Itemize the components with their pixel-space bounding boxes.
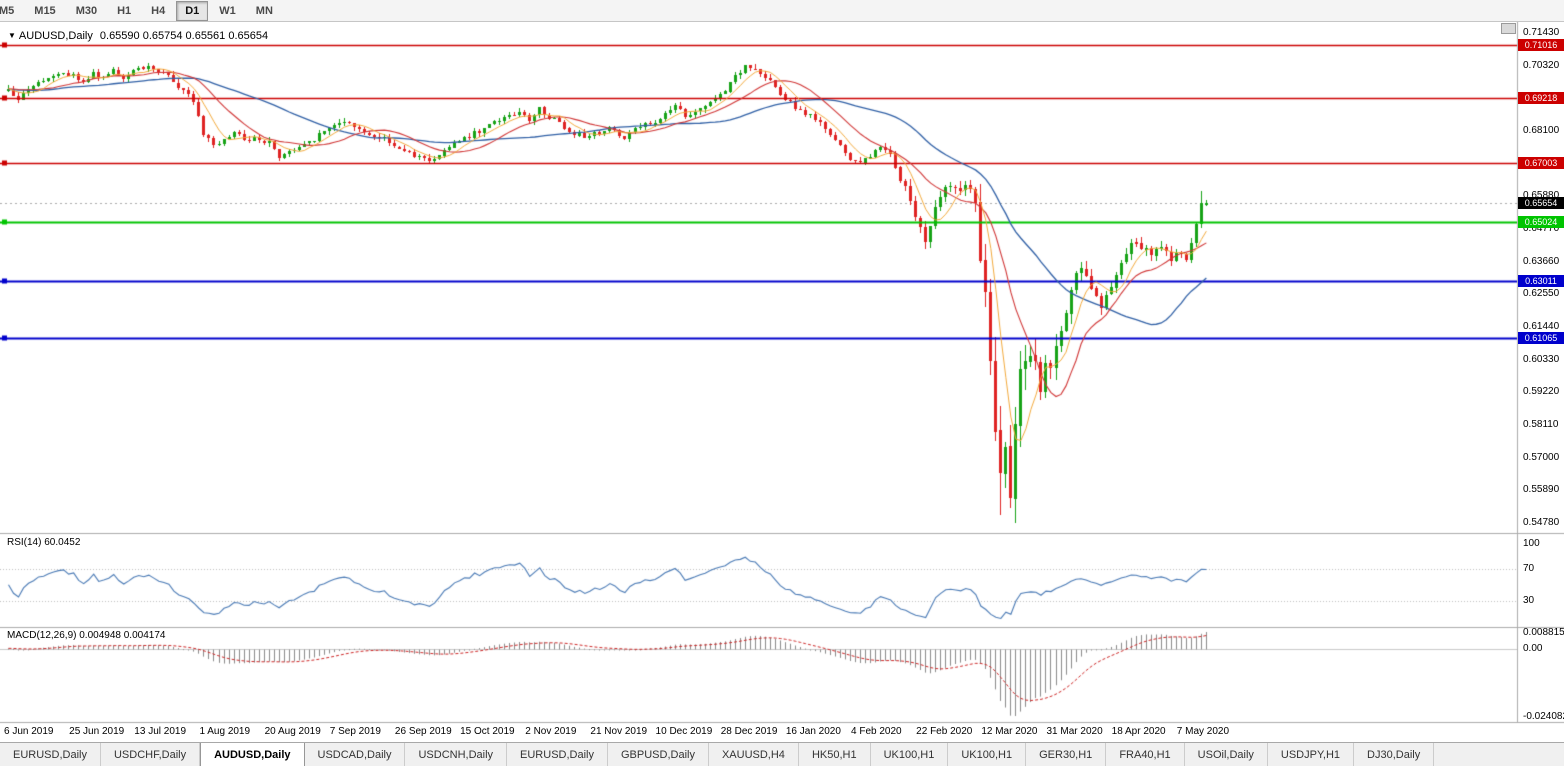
date-label: 16 Jan 2020 xyxy=(785,726,841,737)
chart-tab-usdcnh-daily[interactable]: USDCNH,Daily xyxy=(405,743,508,766)
date-label: 2 Nov 2019 xyxy=(525,726,577,737)
chart-symbol-period: AUDUSD,Daily xyxy=(18,30,93,42)
rsi-tick-label: 100 xyxy=(1523,538,1540,549)
hline-price-tag[interactable]: 0.63011 xyxy=(1518,274,1564,287)
chart-tab-hk50-h1[interactable]: HK50,H1 xyxy=(799,743,871,766)
price-tick-label: 0.63660 xyxy=(1523,255,1560,267)
price-tick-label: 0.70320 xyxy=(1523,59,1560,71)
timeframe-button-h1[interactable]: H1 xyxy=(117,4,132,17)
rsi-indicator-label: RSI(14) 60.0452 xyxy=(7,537,81,548)
chart-tab-audusd-daily[interactable]: AUDUSD,Daily xyxy=(200,743,305,766)
macd-indicator-label: MACD(12,26,9) 0.004948 0.004174 xyxy=(7,630,166,641)
chart-ohlc-values: 0.65590 0.65754 0.65561 0.65654 xyxy=(99,30,269,42)
chart-tab-eurusd-daily[interactable]: EURUSD,Daily xyxy=(507,743,608,766)
chart-scrollbar-thumb[interactable] xyxy=(1501,23,1516,34)
hline-price-tag[interactable]: 0.65024 xyxy=(1518,215,1564,228)
price-tick-label: 0.61440 xyxy=(1523,321,1560,332)
date-label: 20 Aug 2019 xyxy=(264,726,321,737)
price-tick-label: 0.60330 xyxy=(1523,353,1560,365)
date-label: 25 Jun 2019 xyxy=(69,726,125,737)
chart-tabs-bar: EURUSD,Daily USDCHF,Daily AUDUSD,Daily USDC… xyxy=(0,742,1564,766)
price-tick-label: 0.59220 xyxy=(1523,386,1560,398)
timeframe-button-d1[interactable]: D1 xyxy=(176,0,209,21)
hline-price-tag[interactable]: 0.67003 xyxy=(1518,157,1564,170)
hline-price-tag[interactable]: 0.61065 xyxy=(1518,332,1564,345)
chart-title: ▼ AUDUSD,Daily 0.65590 0.65754 0.65561 0.6… xyxy=(8,30,268,42)
price-tick-label: 0.62550 xyxy=(1523,288,1560,300)
date-label: 6 Jun 2019 xyxy=(4,726,54,737)
date-label: 7 Sep 2019 xyxy=(329,726,381,737)
chart-tab-usdcad-daily[interactable]: USDCAD,Daily xyxy=(305,743,406,766)
rsi-tick-label: 30 xyxy=(1523,595,1535,607)
chart-tab-gbpusd-daily[interactable]: GBPUSD,Daily xyxy=(608,743,709,766)
date-label: 10 Dec 2019 xyxy=(655,726,713,737)
hline-price-tag[interactable]: 0.69218 xyxy=(1518,92,1564,105)
timeframe-toolbar: M5 M15 M30 H1 H4 D1 W1 MN xyxy=(0,0,1564,22)
price-tick-label: 0.54780 xyxy=(1523,517,1560,528)
chart-tab-usoil-daily[interactable]: USOil,Daily xyxy=(1185,743,1268,766)
date-label: 4 Feb 2020 xyxy=(851,726,902,737)
date-label: 12 Mar 2020 xyxy=(981,726,1038,737)
timeframe-button-m15[interactable]: M15 xyxy=(34,4,56,17)
price-tick-label: 0.57000 xyxy=(1523,451,1560,463)
price-tick-label: 0.55890 xyxy=(1523,484,1560,496)
timeframe-button-mn[interactable]: MN xyxy=(255,4,273,17)
chart-tab-dj30-daily[interactable]: DJ30,Daily xyxy=(1354,743,1435,766)
timeframe-button-h4[interactable]: H4 xyxy=(151,4,166,17)
price-tick-label: 0.58110 xyxy=(1523,419,1559,430)
price-tick-label: 0.71430 xyxy=(1523,27,1560,38)
date-label: 21 Nov 2019 xyxy=(590,726,648,737)
date-label: 18 Apr 2020 xyxy=(1111,726,1166,737)
price-tick-label: 0.64770 xyxy=(1523,223,1560,234)
chart-tab-usdjpy-h1[interactable]: USDJPY,H1 xyxy=(1268,743,1355,766)
chart-tab-uk100-h1[interactable]: UK100,H1 xyxy=(871,743,949,766)
date-label: 26 Sep 2019 xyxy=(394,726,452,737)
date-label: 1 Aug 2019 xyxy=(199,726,251,737)
chart-tab-eurusd-daily[interactable]: EURUSD,Daily xyxy=(0,743,101,766)
chart-tab-usdchf-daily[interactable]: USDCHF,Daily xyxy=(101,743,201,766)
chart-tab-ger30-h1[interactable]: GER30,H1 xyxy=(1026,743,1107,766)
macd-tick-label: -0.024082 xyxy=(1523,711,1564,722)
price-chart-canvas[interactable] xyxy=(0,22,1564,742)
chart-tab-uk100-h1[interactable]: UK100,H1 xyxy=(948,743,1027,766)
date-label: 28 Dec 2019 xyxy=(720,726,778,737)
symbol-marker-icon[interactable]: ▼ xyxy=(8,31,16,40)
current-price-tag: 0.65654 xyxy=(1518,196,1564,209)
macd-tick-label: 0.00 xyxy=(1523,642,1543,654)
date-label: 22 Feb 2020 xyxy=(916,726,973,737)
price-tick-label: 0.65880 xyxy=(1523,190,1560,202)
rsi-tick-label: 70 xyxy=(1523,562,1535,574)
chart-tab-xauusd-h4[interactable]: XAUUSD,H4 xyxy=(709,743,799,766)
macd-tick-label: 0.008815 xyxy=(1523,627,1564,638)
date-label: 13 Jul 2019 xyxy=(134,726,187,737)
date-label: 7 May 2020 xyxy=(1176,726,1230,737)
hline-price-tag[interactable]: 0.71016 xyxy=(1518,39,1564,52)
timeframe-button-w1[interactable]: W1 xyxy=(219,4,236,17)
price-tick-label: 0.68100 xyxy=(1523,125,1560,136)
date-label: 31 Mar 2020 xyxy=(1046,726,1103,737)
timeframe-button-m5[interactable]: M5 xyxy=(0,4,15,17)
chart-tab-fra40-h1[interactable]: FRA40,H1 xyxy=(1106,743,1185,766)
date-label: 15 Oct 2019 xyxy=(460,726,515,737)
timeframe-button-m30[interactable]: M30 xyxy=(75,4,98,17)
